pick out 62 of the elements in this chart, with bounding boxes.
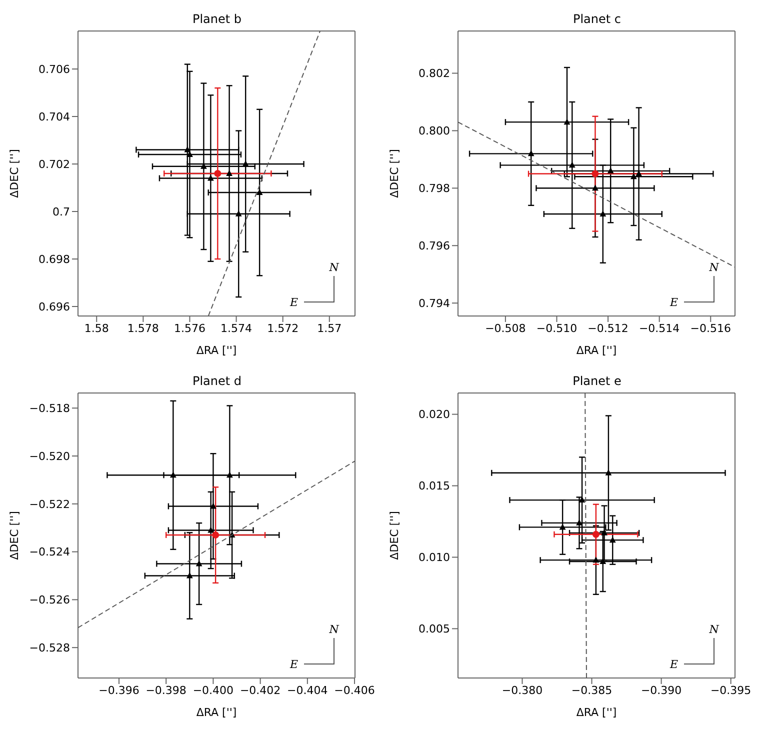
y-tick-label: −0.524 [29, 546, 70, 559]
x-tick-label: −0.516 [690, 322, 731, 335]
x-tick-label: −0.398 [146, 684, 186, 697]
x-tick-label: 1.57 [317, 322, 342, 335]
y-tick-label: −0.526 [29, 594, 70, 607]
y-tick-label: 0.706 [38, 62, 70, 76]
y-tick-label: 0.796 [418, 240, 450, 253]
x-tick-label: 1.58 [84, 322, 109, 335]
x-tick-label: −0.510 [536, 322, 578, 335]
y-axis-title: ΔDEC [''] [8, 511, 21, 560]
y-axis-title: ΔDEC [''] [8, 149, 21, 198]
x-tick-label: −0.508 [485, 322, 526, 335]
y-tick-label: −0.520 [29, 450, 70, 463]
annotation: E [668, 296, 678, 309]
y-tick-label: 0.702 [38, 158, 70, 171]
x-tick-label: −0.395 [710, 684, 752, 697]
x-tick-label: −0.514 [638, 322, 680, 335]
annotation: E [288, 658, 298, 671]
y-tick-label: 0.698 [38, 252, 70, 266]
y-tick-label: 0.794 [418, 296, 450, 310]
x-axis-title: ΔRA [''] [196, 344, 237, 357]
x-axis-title: ΔRA [''] [196, 706, 237, 719]
x-tick-label: −0.380 [502, 684, 543, 697]
x-tick-label: −0.404 [287, 684, 328, 697]
x-axis-title: ΔRA [''] [576, 344, 617, 357]
y-tick-label: −0.528 [29, 641, 70, 654]
x-tick-label: 1.574 [220, 322, 252, 335]
x-tick-label: −0.406 [334, 684, 375, 697]
x-axis-title: ΔRA [''] [576, 706, 617, 719]
y-tick-label: 0.7 [52, 205, 70, 218]
annotation: N [708, 261, 720, 274]
chart-title: Planet d [191, 374, 243, 388]
chart-title: Planet b [191, 12, 243, 26]
x-tick-label: −0.402 [240, 684, 281, 697]
x-tick-label: −0.400 [192, 684, 234, 697]
annotation: N [328, 623, 340, 636]
y-tick-label: 0.015 [418, 480, 450, 493]
annotation: E [668, 658, 678, 671]
y-tick-label: 0.020 [418, 408, 450, 422]
y-tick-label: 0.798 [418, 182, 450, 196]
y-tick-label: −0.522 [29, 498, 70, 511]
x-tick-label: −0.385 [571, 684, 612, 697]
x-tick-label: −0.512 [588, 322, 628, 335]
x-tick-label: −0.390 [640, 684, 682, 697]
y-tick-label: 0.800 [418, 124, 450, 138]
annotation: E [288, 296, 298, 309]
annotation: N [708, 623, 720, 636]
y-axis-title: ΔDEC [''] [388, 511, 401, 560]
x-tick-label: 1.578 [127, 322, 159, 335]
x-tick-label: 1.576 [174, 322, 206, 335]
y-tick-label: 0.010 [418, 551, 450, 564]
chart-title: Planet e [572, 374, 622, 388]
y-tick-label: 0.005 [418, 622, 450, 636]
y-tick-label: −0.518 [29, 402, 70, 415]
y-axis-title: ΔDEC [''] [388, 149, 401, 198]
y-tick-label: 0.696 [38, 300, 70, 314]
y-tick-label: 0.704 [38, 110, 70, 124]
y-tick-label: 0.802 [418, 67, 450, 80]
x-tick-label: 1.572 [267, 322, 299, 335]
annotation: N [328, 261, 340, 274]
chart-title: Planet c [572, 12, 622, 26]
x-tick-label: −0.396 [98, 684, 140, 697]
